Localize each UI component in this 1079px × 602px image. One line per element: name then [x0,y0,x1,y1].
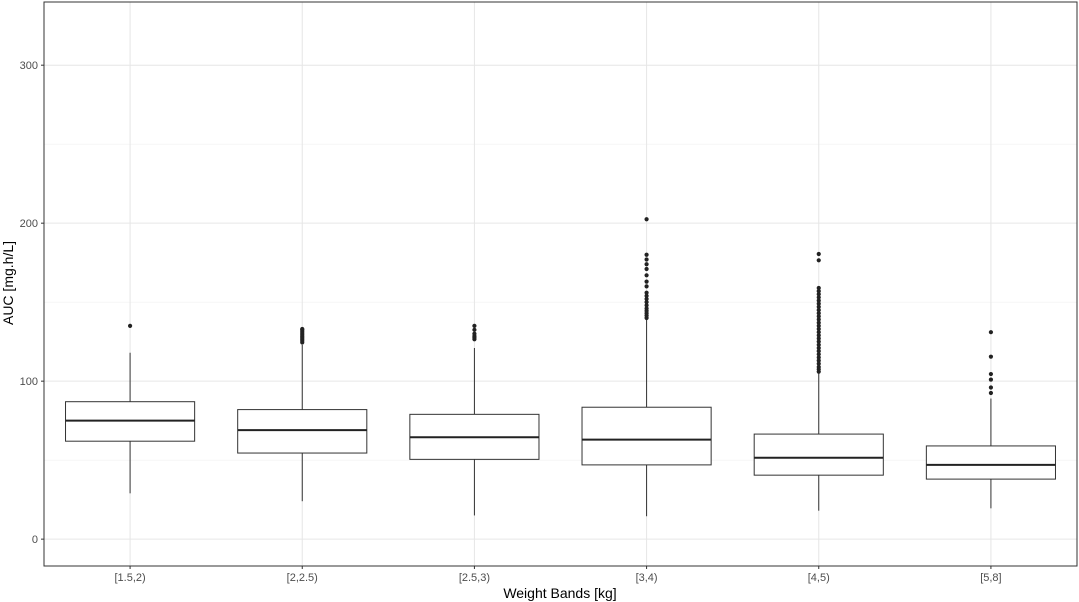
outlier-point [816,304,821,310]
outlier-point [816,285,821,291]
outlier-point [816,358,821,363]
outlier-point [644,262,649,267]
box-group [753,251,884,511]
iqr-box [581,406,712,466]
outlier-point [644,279,649,284]
box-group [65,323,196,494]
outlier-point [816,307,821,313]
outlier-point [644,300,649,305]
outlier-point [300,326,305,332]
outlier-point [644,252,649,257]
outlier-point [988,354,994,359]
outlier-point [816,336,821,341]
x-tick-label: [3,4) [636,572,658,584]
outlier-point [816,339,821,344]
outlier-point [816,251,821,257]
panel-border [43,1,1078,567]
outlier-point [816,289,821,294]
outlier-point [816,342,821,347]
outlier-point [988,390,994,396]
y-axis-title: AUC [mg.h/L] [0,241,16,325]
outlier-point [816,295,821,300]
outlier-point [988,385,994,390]
y-tick-label: 300 [20,60,38,72]
iqr-box [753,433,884,476]
outlier-point [644,306,649,311]
iqr-box [237,409,368,454]
outlier-point [988,330,994,335]
outlier-point [472,327,477,332]
outlier-point [988,377,994,382]
outlier-point [644,273,649,278]
outlier-point [644,290,649,295]
outlier-point [816,311,821,316]
outlier-point [644,303,649,308]
outlier-point [988,371,994,377]
outlier-point [816,352,821,357]
outlier-point [816,317,821,322]
outlier-point [816,298,821,303]
outlier-point [816,361,821,366]
outlier-point [472,331,477,336]
x-tick-label: [1.5,2) [114,572,145,584]
y-tick-label: 200 [20,218,38,230]
x-tick-label: [4,5) [808,572,830,584]
outlier-point [816,345,821,351]
outlier-point [816,301,821,306]
x-tick-label: [2,2.5) [287,572,318,584]
outlier-point [127,323,133,328]
outlier-point [816,258,821,263]
box-group [237,326,368,502]
outlier-point [816,314,821,319]
box-group [409,323,540,516]
outlier-point [816,326,821,332]
y-tick-label: 100 [20,376,38,388]
outlier-point [816,364,821,370]
outlier-point [644,293,649,298]
axes: 0 100 200 300 [1.5,2) [2,2.5) [2.5,3) [3,4) [4,5… [20,60,1002,584]
outlier-point [644,217,649,222]
outlier-point [644,266,649,272]
outlier-point [644,257,649,262]
x-tick-label: [2.5,3) [459,572,490,584]
x-axis-title: Weight Bands [kg] [503,585,616,601]
y-tick-label: 0 [32,534,38,546]
boxes [65,217,1056,517]
outlier-point [816,320,821,325]
outlier-point [472,323,477,328]
iqr-box [925,445,1056,480]
box-group [925,330,1056,509]
outlier-point [816,330,821,335]
outlier-point [816,349,821,354]
box-group [581,217,712,517]
outlier-point [816,333,821,338]
outlier-point [644,296,649,302]
x-tick-label: [5,8] [980,572,1001,584]
outlier-point [816,323,821,328]
outlier-point [644,284,649,289]
outlier-point [816,292,821,297]
outlier-point [816,355,821,360]
